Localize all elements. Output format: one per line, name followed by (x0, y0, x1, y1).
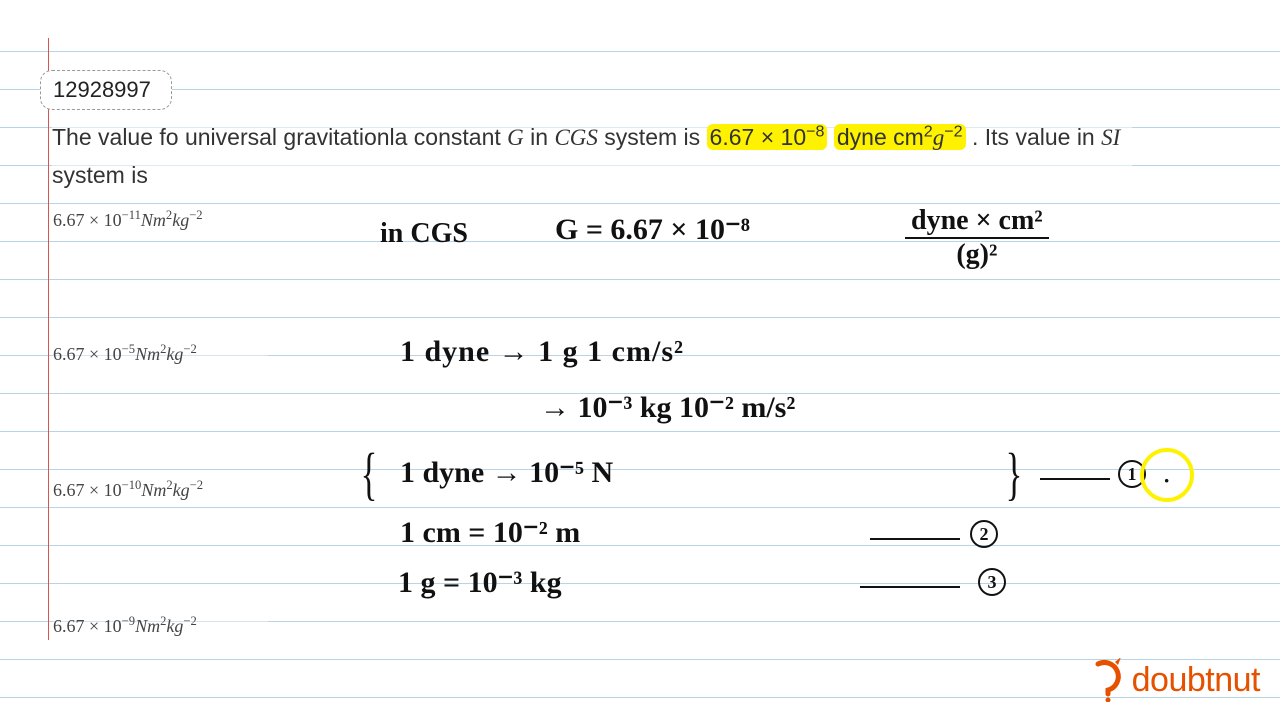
eq-dash-1 (1040, 478, 1110, 480)
eq-dash-2 (870, 538, 960, 540)
right-bracket: } (1006, 440, 1023, 507)
hw-line5: 1 g = 10⁻³ kg (398, 565, 562, 600)
hw-fraction: dyne × cm² (g)² (905, 205, 1049, 271)
option-a[interactable]: 6.67 × 10−11Nm2kg−2 (53, 208, 268, 231)
q-text: The value fo universal gravitationla con… (52, 124, 507, 150)
hw-line2b: → 10⁻³ kg 10⁻² m/s² (540, 390, 795, 425)
yellow-highlight-circle (1140, 448, 1194, 502)
hw-line1-label: in CGS (380, 218, 468, 250)
q-var-si: SI (1101, 125, 1120, 150)
circled-2: 2 (970, 520, 998, 548)
q-text: system is (52, 162, 148, 188)
hw-line2a: 1 dyne → 1 g 1 cm/s² (400, 335, 684, 369)
circled-3: 3 (978, 568, 1006, 596)
hw-line1-eq: G = 6.67 × 10⁻⁸ (555, 212, 750, 247)
q-text: system is (598, 124, 707, 150)
doubtnut-logo[interactable]: doubtnut (1090, 658, 1260, 702)
q-text: . Its value in (966, 124, 1102, 150)
hw-line3: 1 dyne → 10⁻⁵ N (400, 455, 613, 490)
option-b[interactable]: 6.67 × 10−5Nm2kg−2 (53, 342, 268, 365)
highlighted-value: 6.67 × 10−8 (707, 124, 828, 150)
q-var-g: G (507, 125, 524, 150)
highlighted-unit: dyne cm2g−2 (834, 124, 966, 150)
q-text: in (524, 124, 555, 150)
question-id-box: 12928997 (40, 70, 172, 110)
hw-line4: 1 cm = 10⁻² m (400, 515, 580, 550)
logo-icon (1090, 658, 1126, 702)
q-var-cgs: CGS (554, 125, 597, 150)
logo-text: doubtnut (1132, 661, 1260, 700)
question-id: 12928997 (53, 77, 151, 102)
left-bracket: { (361, 440, 378, 507)
option-d[interactable]: 6.67 × 10−9Nm2kg−2 (53, 614, 268, 637)
question-text: The value fo universal gravitationla con… (52, 115, 1132, 198)
margin-line (48, 38, 49, 640)
eq-dash-3 (860, 586, 960, 588)
option-c[interactable]: 6.67 × 10−10Nm2kg−2 (53, 478, 268, 501)
